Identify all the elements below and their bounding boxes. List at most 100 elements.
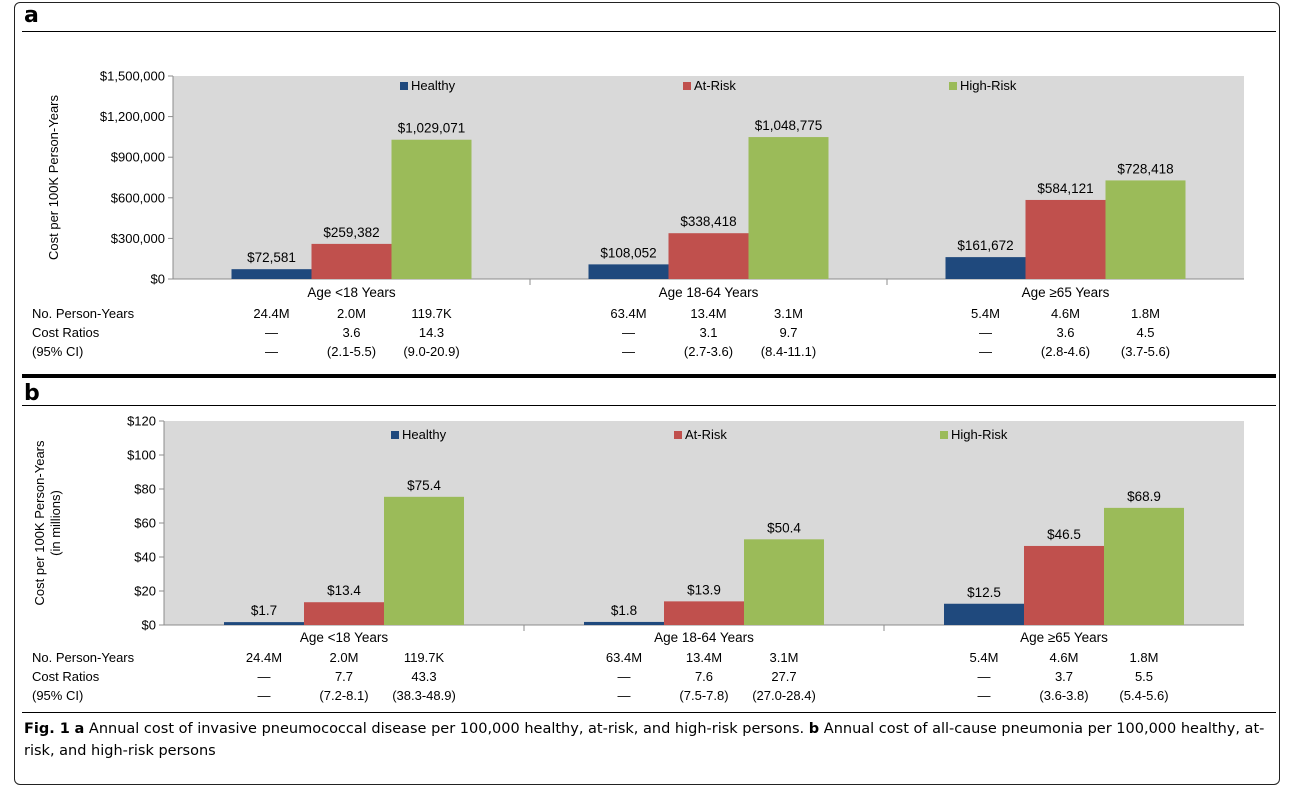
chart-b-table-cell: — bbox=[258, 669, 271, 684]
chart-a-table-cell: 3.6 bbox=[342, 325, 360, 340]
chart-a: $0 $300,000 $600,000 $900,000 $1,200,000 $1,5… bbox=[32, 69, 1244, 359]
chart-b-data-label: $68.9 bbox=[1127, 489, 1161, 504]
chart-a-data-label: $1,029,071 bbox=[398, 121, 466, 136]
chart-a-table-cell: 119.7K bbox=[411, 306, 452, 321]
chart-a-table-cell: 14.3 bbox=[419, 325, 444, 340]
chart-a-category-label: Age ≥65 Years bbox=[1022, 285, 1110, 300]
chart-a-table-cell: — bbox=[622, 325, 635, 340]
chart-b-table-cell: 4.6M bbox=[1050, 650, 1079, 665]
chart-b-table-cell: (3.6-3.8) bbox=[1039, 688, 1088, 703]
chart-a-table-cell: (2.1-5.5) bbox=[327, 344, 376, 359]
chart-b-y-tick-label: $40 bbox=[134, 550, 156, 565]
chart-b: $0 $20 $40 $60 $80 $100 $120 Cost per 100K Pers… bbox=[32, 414, 1244, 703]
caption-rule bbox=[22, 712, 1276, 713]
chart-a-bar-high-risk bbox=[748, 137, 829, 279]
chart-a-legend-label: Healthy bbox=[411, 78, 456, 93]
chart-b-bar-at-risk bbox=[304, 602, 384, 625]
chart-a-category-label: Age 18-64 Years bbox=[659, 285, 759, 300]
chart-a-table-cell: 63.4M bbox=[610, 306, 646, 321]
chart-a-y-tick-label: $1,200,000 bbox=[100, 109, 165, 124]
chart-a-category-label: Age <18 Years bbox=[307, 285, 395, 300]
chart-b-y-tick-label: $80 bbox=[134, 482, 156, 497]
chart-b-table-cell: 63.4M bbox=[606, 650, 642, 665]
chart-a-y-tick-label: $300,000 bbox=[111, 231, 165, 246]
chart-a-bar-healthy bbox=[945, 257, 1026, 279]
chart-b-bar-high-risk bbox=[384, 496, 464, 625]
chart-a-legend-swatch bbox=[683, 82, 691, 90]
chart-b-bar-at-risk bbox=[1024, 545, 1104, 625]
chart-a-bar-healthy bbox=[588, 264, 669, 279]
chart-b-data-label: $75.4 bbox=[407, 478, 441, 493]
chart-a-data-label: $584,121 bbox=[1037, 181, 1093, 196]
chart-b-table-row-label: (95% CI) bbox=[32, 688, 83, 703]
chart-b-table-cell: (27.0-28.4) bbox=[752, 688, 816, 703]
chart-b-data-label: $1.8 bbox=[611, 603, 637, 618]
chart-a-data-label: $108,052 bbox=[600, 245, 656, 260]
chart-b-category-label: Age 18-64 Years bbox=[654, 630, 754, 645]
chart-a-data-label: $728,418 bbox=[1117, 161, 1173, 176]
chart-a-table-cell: 4.6M bbox=[1051, 306, 1080, 321]
figure-caption: Fig. 1 a Annual cost of invasive pneumoc… bbox=[24, 718, 1269, 762]
chart-b-category-label: Age <18 Years bbox=[300, 630, 388, 645]
chart-a-bar-high-risk bbox=[391, 139, 472, 279]
chart-b-table-cell: 5.5 bbox=[1135, 669, 1153, 684]
chart-b-bar-high-risk bbox=[1104, 507, 1184, 625]
chart-b-legend-label: At-Risk bbox=[685, 427, 727, 442]
chart-b-table-cell: — bbox=[978, 669, 991, 684]
chart-a-y-tick-label: $1,500,000 bbox=[100, 69, 165, 84]
chart-a-table-cell: 5.4M bbox=[971, 306, 1000, 321]
chart-b-bar-healthy bbox=[584, 621, 664, 625]
chart-b-table-cell: (7.2-8.1) bbox=[319, 688, 368, 703]
chart-a-bar-healthy bbox=[231, 269, 312, 279]
chart-a-table-cell: 4.5 bbox=[1136, 325, 1154, 340]
chart-a-table-cell: (2.7-3.6) bbox=[684, 344, 733, 359]
chart-a-legend-swatch bbox=[400, 82, 408, 90]
chart-b-table-cell: 119.7K bbox=[404, 650, 445, 665]
panel-a-header-rule bbox=[22, 31, 1276, 32]
caption-a-text: Annual cost of invasive pneumococcal dis… bbox=[88, 721, 805, 737]
chart-a-table-cell: — bbox=[979, 344, 992, 359]
chart-a-table-cell: 9.7 bbox=[779, 325, 797, 340]
chart-a-data-label: $259,382 bbox=[323, 225, 379, 240]
chart-a-table-row-label: Cost Ratios bbox=[32, 325, 100, 340]
chart-b-data-label: $46.5 bbox=[1047, 527, 1081, 542]
chart-b-table-cell: 3.1M bbox=[770, 650, 799, 665]
caption-b-label: b bbox=[808, 721, 820, 737]
caption-b-text: Annual cost of all-cause pneumonia per 1… bbox=[24, 721, 1265, 759]
caption-a-label: a bbox=[74, 721, 85, 737]
chart-a-table-cell: 3.6 bbox=[1056, 325, 1074, 340]
chart-b-y-axis-title-line: (in millions) bbox=[48, 490, 63, 556]
chart-b-table-cell: 7.6 bbox=[695, 669, 713, 684]
chart-a-data-label: $338,418 bbox=[680, 214, 736, 229]
chart-a-table-cell: 3.1 bbox=[699, 325, 717, 340]
chart-a-data-label: $1,048,775 bbox=[755, 118, 823, 133]
chart-b-legend-swatch bbox=[940, 431, 948, 439]
chart-a-table-cell: 24.4M bbox=[253, 306, 289, 321]
chart-b-table-cell: 1.8M bbox=[1130, 650, 1159, 665]
chart-b-data-label: $13.4 bbox=[327, 583, 361, 598]
chart-b-data-label: $13.9 bbox=[687, 582, 721, 597]
panel-b-letter: b bbox=[24, 381, 40, 406]
chart-a-y-tick-label: $0 bbox=[151, 272, 165, 287]
chart-a-y-tick-label: $600,000 bbox=[111, 190, 165, 205]
chart-a-bar-at-risk bbox=[1025, 199, 1106, 279]
chart-a-table-row-label: No. Person-Years bbox=[32, 306, 135, 321]
chart-b-y-tick-label: $20 bbox=[134, 584, 156, 599]
chart-b-y-axis-title: Cost per 100K Person-Years(in millions) bbox=[32, 440, 63, 606]
panel-divider bbox=[22, 374, 1276, 378]
chart-a-table-cell: — bbox=[265, 325, 278, 340]
chart-b-category-label: Age ≥65 Years bbox=[1020, 630, 1108, 645]
chart-b-bar-healthy bbox=[944, 603, 1024, 625]
chart-a-table-cell: (8.4-11.1) bbox=[761, 344, 816, 359]
chart-b-y-tick-label: $60 bbox=[134, 516, 156, 531]
chart-a-y-axis-title: Cost per 100K Person-Years bbox=[46, 95, 61, 261]
chart-b-table-cell: — bbox=[618, 669, 631, 684]
chart-b-data-label: $1.7 bbox=[251, 603, 277, 618]
caption-fig-label: Fig. 1 bbox=[24, 721, 70, 737]
chart-a-table-cell: 2.0M bbox=[337, 306, 366, 321]
chart-b-table-cell: 27.7 bbox=[771, 669, 796, 684]
chart-a-table-cell: (3.7-5.6) bbox=[1121, 344, 1170, 359]
chart-b-table-cell: 24.4M bbox=[246, 650, 282, 665]
chart-b-table-cell: — bbox=[618, 688, 631, 703]
chart-b-table-cell: (7.5-7.8) bbox=[679, 688, 728, 703]
